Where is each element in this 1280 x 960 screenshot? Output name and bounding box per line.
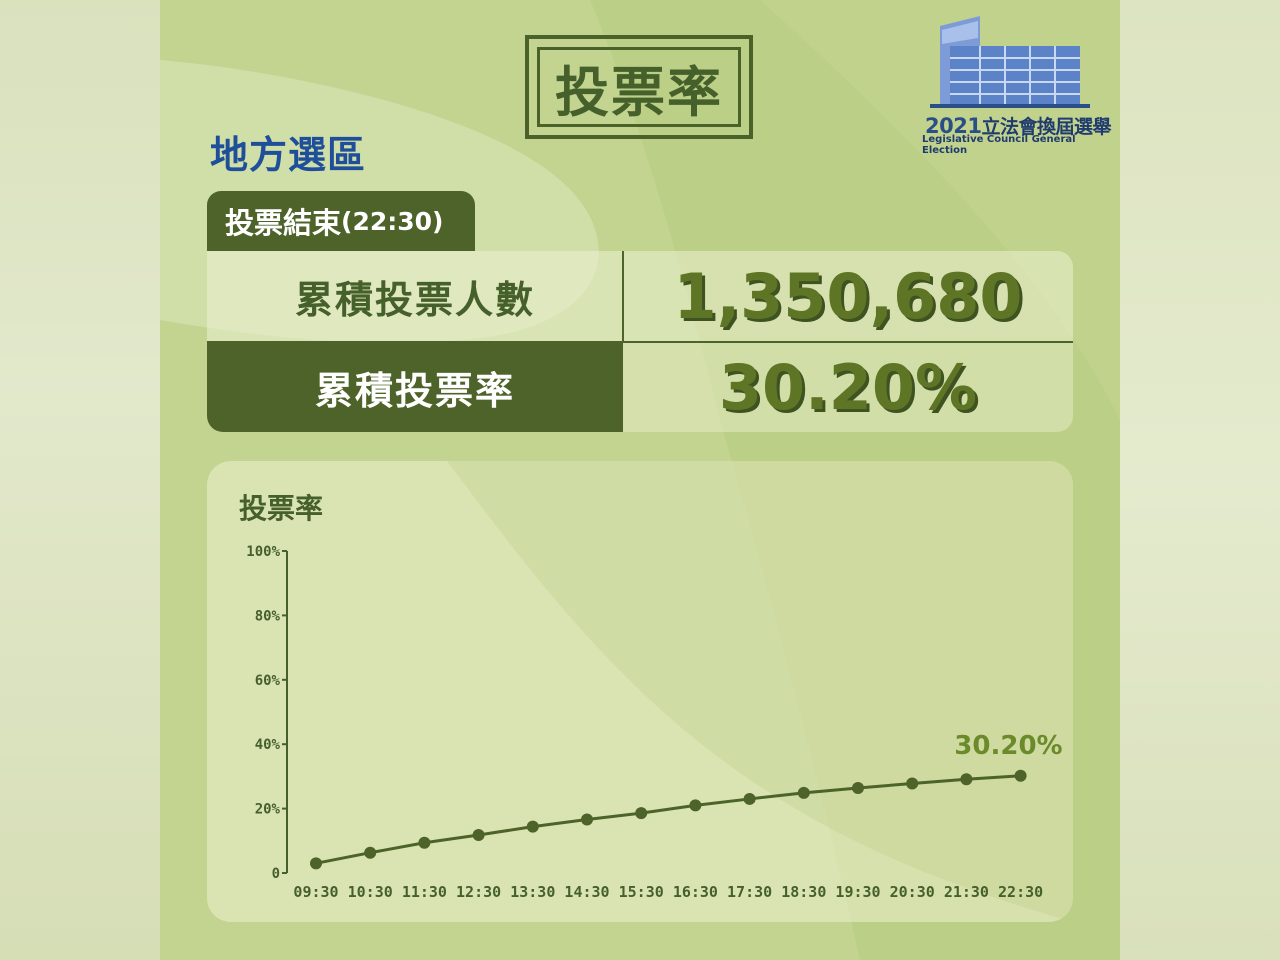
status-time: (22:30) xyxy=(341,206,444,236)
x-tick-label: 12:30 xyxy=(456,883,501,901)
x-tick-label: 19:30 xyxy=(835,883,880,901)
left-blur-margin xyxy=(0,0,160,960)
cumulative-rate-label: 累積投票率 xyxy=(207,343,623,432)
data-point xyxy=(526,820,539,833)
logo-title-zh: 立法會換屆選舉 xyxy=(981,116,1111,138)
data-point xyxy=(364,846,377,859)
x-tick-label: 22:30 xyxy=(998,883,1043,901)
chart-bg-shape xyxy=(447,461,1073,922)
logo-year: 2021 xyxy=(925,114,982,138)
y-tick-label: 40% xyxy=(255,737,281,753)
data-point xyxy=(689,799,702,812)
x-tick-label: 15:30 xyxy=(619,883,664,901)
data-point xyxy=(472,829,485,842)
cumulative-voters-label: 累積投票人數 xyxy=(294,278,535,322)
y-tick-label: 0 xyxy=(272,866,280,882)
chart-title: 投票率 xyxy=(239,492,324,525)
y-tick-label: 80% xyxy=(255,608,281,624)
x-tick-label: 09:30 xyxy=(293,883,338,901)
data-point xyxy=(581,813,593,826)
cumulative-voters-row: 累積投票人數 1,350,680 xyxy=(207,251,1073,342)
data-point xyxy=(310,857,322,870)
y-tick-label: 20% xyxy=(255,802,281,818)
x-tick-label: 16:30 xyxy=(673,883,718,901)
data-point xyxy=(1014,769,1027,782)
x-tick-label: 14:30 xyxy=(564,883,609,901)
x-tick-label: 21:30 xyxy=(944,883,989,901)
x-tick-label: 13:30 xyxy=(510,883,555,901)
data-point xyxy=(852,781,864,794)
district-heading: 地方選區 xyxy=(210,133,367,177)
y-tick-label: 60% xyxy=(255,673,281,689)
logo-title-en: Legislative Council General Election xyxy=(922,134,1076,156)
row-separator xyxy=(207,341,1073,343)
infographic: 投票率 2021立法會換屆選舉 Legislative Council Gene… xyxy=(160,0,1120,960)
page-title: 投票率 xyxy=(555,60,723,124)
logo-year-line: 2021立法會換屆選舉 xyxy=(925,112,1111,139)
y-tick-label: 100% xyxy=(246,544,280,560)
title-inner-frame: 投票率 xyxy=(537,47,741,127)
chart-panel: 0 20% 40% 60% 80% 100% 09:30 10:30 11:30 12:30 13:… xyxy=(207,461,1073,922)
right-blur-margin xyxy=(1120,0,1280,960)
cumulative-rate-row: 累積投票率 30.20% xyxy=(207,343,1073,432)
data-point xyxy=(797,786,810,799)
series-line xyxy=(315,774,1021,865)
data-point xyxy=(635,807,648,820)
end-value-label: 30.20% xyxy=(954,731,1062,761)
title-frame: 投票率 xyxy=(525,35,753,139)
legco-building-icon xyxy=(930,16,1090,108)
cumulative-voters-value: 1,350,680 xyxy=(673,260,1023,333)
row-divider xyxy=(622,251,624,342)
x-tick-label: 20:30 xyxy=(890,883,935,901)
x-tick-label: 11:30 xyxy=(402,883,447,901)
data-point xyxy=(418,836,431,849)
status-label: 投票結束 xyxy=(225,206,342,240)
status-tab: 投票結束 (22:30) xyxy=(207,191,475,251)
x-tick-label: 18:30 xyxy=(781,883,826,901)
turnout-line-chart: 0 20% 40% 60% 80% 100% 09:30 10:30 11:30 12:30 13:… xyxy=(246,461,1073,922)
x-tick-label: 17:30 xyxy=(727,883,772,901)
data-point xyxy=(743,792,756,805)
cumulative-rate-value: 30.20% xyxy=(718,351,978,424)
data-point xyxy=(960,773,973,786)
x-tick-label: 10:30 xyxy=(348,883,393,901)
data-point xyxy=(906,777,919,790)
